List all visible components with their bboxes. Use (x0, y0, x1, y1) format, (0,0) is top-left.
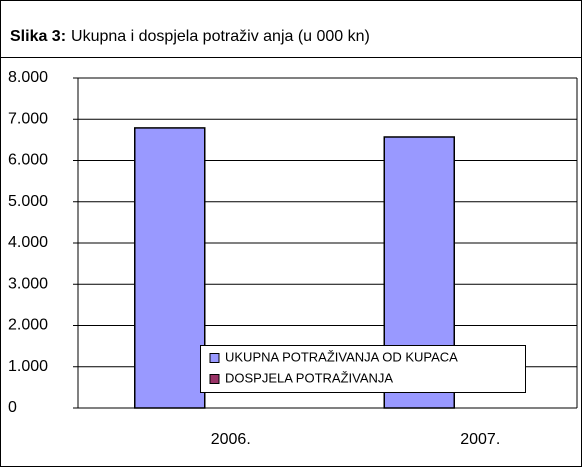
legend-swatch (209, 353, 220, 363)
y-tick-label: 3.000 (8, 275, 48, 292)
y-tick-label: 1.000 (8, 358, 48, 375)
x-tick-label: 2007. (460, 431, 500, 448)
title-text: Ukupna i dospjela potraživ anja (u 000 k… (71, 28, 370, 45)
y-tick-label: 5.000 (8, 193, 48, 210)
legend-box (200, 345, 526, 393)
x-tick-label: 2006. (211, 431, 251, 448)
y-tick-label: 6.000 (8, 152, 48, 169)
legend-label: DOSPJELA POTRAŽIVANJA (225, 370, 393, 385)
y-tick-label: 2.000 (8, 317, 48, 334)
chart-title: Slika 3: Ukupna i dospjela potraživ anja … (10, 28, 370, 45)
y-tick-label: 4.000 (8, 234, 48, 251)
legend-label: UKUPNA POTRAŽIVANJA OD KUPACA (225, 349, 458, 364)
y-tick-label: 7.000 (8, 110, 48, 127)
legend-swatch (209, 374, 220, 384)
y-tick-label: 8.000 (8, 69, 48, 86)
legend: UKUPNA POTRAŽIVANJA OD KUPACA DOSPJELA PO… (200, 345, 526, 393)
title-label: Slika 3: (10, 28, 66, 45)
y-tick-label: 0 (8, 399, 17, 416)
bar (134, 127, 206, 409)
